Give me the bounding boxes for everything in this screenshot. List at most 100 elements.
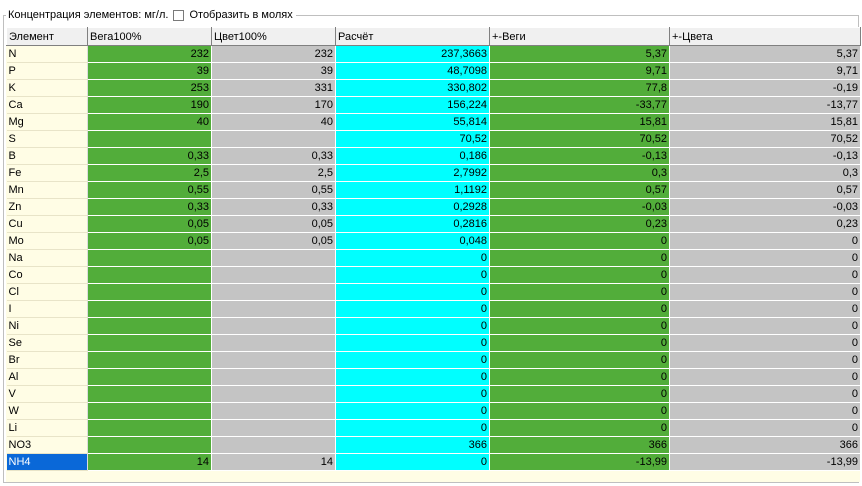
table-row[interactable]: Na 0 0 0 <box>6 249 861 267</box>
cell-vega[interactable]: 253 <box>87 79 212 97</box>
cell-cvet[interactable]: 0,05 <box>211 215 336 233</box>
cell-element[interactable]: S <box>6 130 88 148</box>
cell-diff-cvet[interactable]: 0 <box>669 368 861 386</box>
cell-diff-cvet[interactable]: -0,03 <box>669 198 861 216</box>
table-row[interactable]: Mg 40 40 55,814 15,81 15,81 <box>6 113 861 131</box>
table-row[interactable]: Mn 0,55 0,55 1,1192 0,57 0,57 <box>6 181 861 199</box>
cell-diff-vega[interactable]: 5,37 <box>489 45 670 63</box>
cell-calc[interactable]: 48,7098 <box>335 62 490 80</box>
cell-element[interactable]: Co <box>6 266 88 284</box>
cell-diff-cvet[interactable]: 70,52 <box>669 130 861 148</box>
col-header-element[interactable]: Элемент <box>6 27 88 46</box>
cell-calc[interactable]: 0 <box>335 334 490 352</box>
cell-diff-cvet[interactable]: 0,23 <box>669 215 861 233</box>
cell-diff-vega[interactable]: 0 <box>489 334 670 352</box>
cell-calc[interactable]: 0 <box>335 351 490 369</box>
cell-diff-vega[interactable]: 0 <box>489 402 670 420</box>
table-row[interactable]: K 253 331 330,802 77,8 -0,19 <box>6 79 861 97</box>
cell-calc[interactable]: 0 <box>335 453 490 471</box>
cell-cvet[interactable]: 331 <box>211 79 336 97</box>
cell-cvet[interactable] <box>211 419 336 437</box>
cell-vega[interactable] <box>87 266 212 284</box>
cell-cvet[interactable] <box>211 368 336 386</box>
cell-diff-cvet[interactable]: 9,71 <box>669 62 861 80</box>
table-row[interactable]: Zn 0,33 0,33 0,2928 -0,03 -0,03 <box>6 198 861 216</box>
cell-cvet[interactable] <box>211 402 336 420</box>
cell-calc[interactable]: 0 <box>335 317 490 335</box>
cell-diff-vega[interactable]: -0,13 <box>489 147 670 165</box>
cell-element[interactable]: Na <box>6 249 88 267</box>
cell-cvet[interactable]: 39 <box>211 62 336 80</box>
cell-vega[interactable] <box>87 351 212 369</box>
cell-vega[interactable] <box>87 130 212 148</box>
cell-calc[interactable]: 0,048 <box>335 232 490 250</box>
cell-element[interactable]: Li <box>6 419 88 437</box>
table-row[interactable]: Al 0 0 0 <box>6 368 861 386</box>
cell-diff-vega[interactable]: 0 <box>489 249 670 267</box>
cell-element[interactable]: Zn <box>6 198 88 216</box>
cell-cvet[interactable] <box>211 317 336 335</box>
cell-vega[interactable] <box>87 385 212 403</box>
cell-cvet[interactable]: 0,55 <box>211 181 336 199</box>
cell-cvet[interactable]: 2,5 <box>211 164 336 182</box>
cell-element[interactable]: B <box>6 147 88 165</box>
table-row[interactable]: Cl 0 0 0 <box>6 283 861 301</box>
col-header-cvet[interactable]: Цвет100% <box>211 27 336 46</box>
cell-diff-cvet[interactable]: 0,3 <box>669 164 861 182</box>
cell-diff-vega[interactable]: -0,03 <box>489 198 670 216</box>
cell-vega[interactable]: 232 <box>87 45 212 63</box>
cell-cvet[interactable] <box>211 283 336 301</box>
cell-vega[interactable] <box>87 368 212 386</box>
cell-cvet[interactable]: 170 <box>211 96 336 114</box>
cell-diff-vega[interactable]: -13,99 <box>489 453 670 471</box>
cell-calc[interactable]: 1,1192 <box>335 181 490 199</box>
cell-calc[interactable]: 0,2928 <box>335 198 490 216</box>
cell-vega[interactable] <box>87 402 212 420</box>
cell-diff-cvet[interactable]: 0 <box>669 317 861 335</box>
cell-vega[interactable]: 0,55 <box>87 181 212 199</box>
cell-diff-vega[interactable]: 0 <box>489 351 670 369</box>
cell-element[interactable]: Mn <box>6 181 88 199</box>
moles-checkbox[interactable] <box>173 9 185 21</box>
cell-diff-vega[interactable]: 0 <box>489 419 670 437</box>
cell-vega[interactable]: 0,05 <box>87 215 212 233</box>
cell-cvet[interactable]: 0,33 <box>211 147 336 165</box>
cell-cvet[interactable]: 0,05 <box>211 232 336 250</box>
cell-vega[interactable]: 190 <box>87 96 212 114</box>
cell-element[interactable]: P <box>6 62 88 80</box>
cell-cvet[interactable] <box>211 300 336 318</box>
table-row[interactable]: N 232 232 237,3663 5,37 5,37 <box>6 45 861 63</box>
cell-vega[interactable]: 40 <box>87 113 212 131</box>
cell-diff-cvet[interactable]: 0 <box>669 334 861 352</box>
cell-element[interactable]: Se <box>6 334 88 352</box>
cell-diff-cvet[interactable]: 0 <box>669 249 861 267</box>
table-row[interactable]: Ca 190 170 156,224 -33,77 -13,77 <box>6 96 861 114</box>
cell-diff-cvet[interactable]: 0 <box>669 232 861 250</box>
cell-diff-vega[interactable]: 0 <box>489 283 670 301</box>
col-header-diff-vega[interactable]: +-Веги <box>489 27 670 46</box>
table-row[interactable]: Fe 2,5 2,5 2,7992 0,3 0,3 <box>6 164 861 182</box>
col-header-vega[interactable]: Вега100% <box>87 27 212 46</box>
cell-cvet[interactable]: 14 <box>211 453 336 471</box>
col-header-calc[interactable]: Расчёт <box>335 27 490 46</box>
table-row[interactable]: Br 0 0 0 <box>6 351 861 369</box>
cell-element[interactable]: K <box>6 79 88 97</box>
cell-element[interactable]: N <box>6 45 88 63</box>
cell-diff-cvet[interactable]: 0,57 <box>669 181 861 199</box>
cell-vega[interactable]: 0,33 <box>87 198 212 216</box>
cell-calc[interactable]: 0 <box>335 300 490 318</box>
cell-vega[interactable]: 2,5 <box>87 164 212 182</box>
cell-vega[interactable] <box>87 249 212 267</box>
cell-element[interactable]: Br <box>6 351 88 369</box>
cell-diff-vega[interactable]: 0 <box>489 300 670 318</box>
cell-diff-vega[interactable]: 15,81 <box>489 113 670 131</box>
cell-calc[interactable]: 237,3663 <box>335 45 490 63</box>
col-header-diff-cvet[interactable]: +-Цвета <box>669 27 861 46</box>
table-row[interactable]: Se 0 0 0 <box>6 334 861 352</box>
cell-calc[interactable]: 0 <box>335 368 490 386</box>
cell-element[interactable]: Ca <box>6 96 88 114</box>
cell-calc[interactable]: 0 <box>335 249 490 267</box>
cell-vega[interactable] <box>87 334 212 352</box>
cell-vega[interactable] <box>87 317 212 335</box>
